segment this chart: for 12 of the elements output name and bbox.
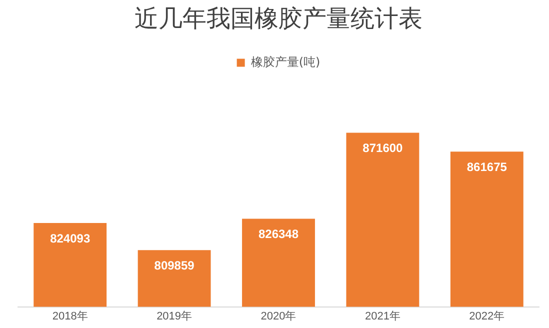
data-label: 861675 [466, 160, 508, 174]
data-label: 826348 [258, 227, 299, 242]
chart-title: 近几年我国橡胶产量统计表 [134, 4, 422, 33]
data-label: 809859 [154, 258, 195, 272]
x-tick-label: 2022年 [469, 310, 505, 322]
x-tick-label: 2021年 [364, 310, 400, 322]
x-tick-label: 2019年 [156, 310, 192, 322]
data-label: 824093 [50, 231, 90, 246]
legend-label: 橡胶产量(吨) [250, 54, 320, 69]
data-label: 871600 [362, 141, 404, 156]
x-tick-label: 2018年 [52, 310, 88, 322]
x-tick-label: 2020年 [260, 310, 296, 322]
